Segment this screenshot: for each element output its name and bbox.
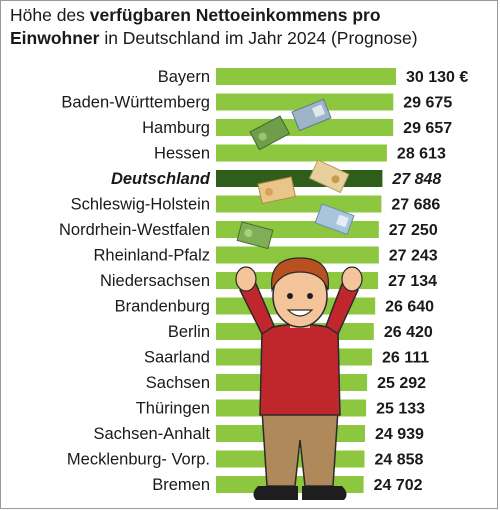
- category-label: Brandenburg: [115, 298, 210, 316]
- value-label: 27 250: [389, 222, 438, 239]
- category-label: Mecklenburg- Vorp.: [67, 451, 210, 469]
- banknote-icon: [291, 98, 332, 132]
- category-label: Baden-Württemberg: [61, 94, 210, 112]
- value-label: 27 243: [389, 248, 438, 265]
- value-label: 26 420: [384, 324, 433, 341]
- value-label: 26 640: [385, 299, 434, 316]
- category-label: Rheinland-Pfalz: [94, 247, 210, 265]
- category-label: Schleswig-Holstein: [71, 196, 210, 214]
- category-label: Niedersachsen: [100, 272, 210, 290]
- banknote-icon: [314, 203, 355, 236]
- bar-hessen: [216, 144, 387, 162]
- category-label: Sachsen-Anhalt: [94, 425, 211, 443]
- bar-baden-württemberg: [216, 93, 394, 111]
- title-bold-1: verfügbaren Nettoeinkommens pro: [89, 5, 381, 25]
- value-label: 24 858: [375, 452, 424, 469]
- value-label: 25 292: [377, 375, 426, 392]
- value-label: 30 130 €: [406, 69, 468, 86]
- category-label: Sachsen: [146, 374, 210, 392]
- banknote-icon: [257, 176, 297, 205]
- bar-deutschland: [216, 170, 383, 187]
- title-part-1: Höhe des: [10, 5, 90, 25]
- title-bold-2: Einwohner: [10, 28, 100, 48]
- category-label: Hamburg: [142, 119, 210, 137]
- value-label: 29 675: [403, 95, 452, 112]
- banknote-icon: [308, 159, 350, 194]
- category-label: Saarland: [144, 349, 210, 367]
- value-labels-group: 30 130 € 29 675 29 657 28 613 27 848 27 686 27…: [374, 69, 469, 494]
- category-labels-group: Bayern Baden-Württemberg Hamburg Hessen Deut…: [59, 68, 211, 494]
- chart-title: Höhe des verfügbaren Nettoeinkommens pro…: [10, 4, 480, 50]
- category-label: Thüringen: [136, 400, 210, 418]
- value-label: 25 133: [376, 401, 425, 418]
- category-label: Bremen: [152, 476, 210, 494]
- value-label: 24 939: [375, 426, 424, 443]
- value-label: 26 111: [382, 350, 429, 367]
- value-label: 29 657: [403, 120, 452, 137]
- title-part-2: in Deutschland im Jahr 2024 (Prognose): [99, 28, 418, 48]
- value-label: 24 702: [374, 477, 423, 494]
- banknote-icon: [236, 221, 274, 250]
- bar-schleswig-holstein: [216, 195, 382, 213]
- value-label: 27 848: [391, 171, 441, 188]
- value-label: 27 134: [388, 273, 437, 290]
- person-cheering-icon: [235, 257, 363, 500]
- category-label: Berlin: [168, 323, 210, 341]
- category-label: Nordrhein-Westfalen: [59, 221, 210, 239]
- category-label: Deutschland: [111, 170, 211, 188]
- bar-rheinland-pfalz: [216, 246, 379, 264]
- value-label: 27 686: [391, 197, 440, 214]
- bar-bayern: [216, 68, 396, 85]
- banknote-icon: [249, 115, 291, 151]
- category-label: Bayern: [158, 68, 210, 86]
- category-label: Hessen: [154, 145, 210, 163]
- value-label: 28 613: [397, 146, 446, 163]
